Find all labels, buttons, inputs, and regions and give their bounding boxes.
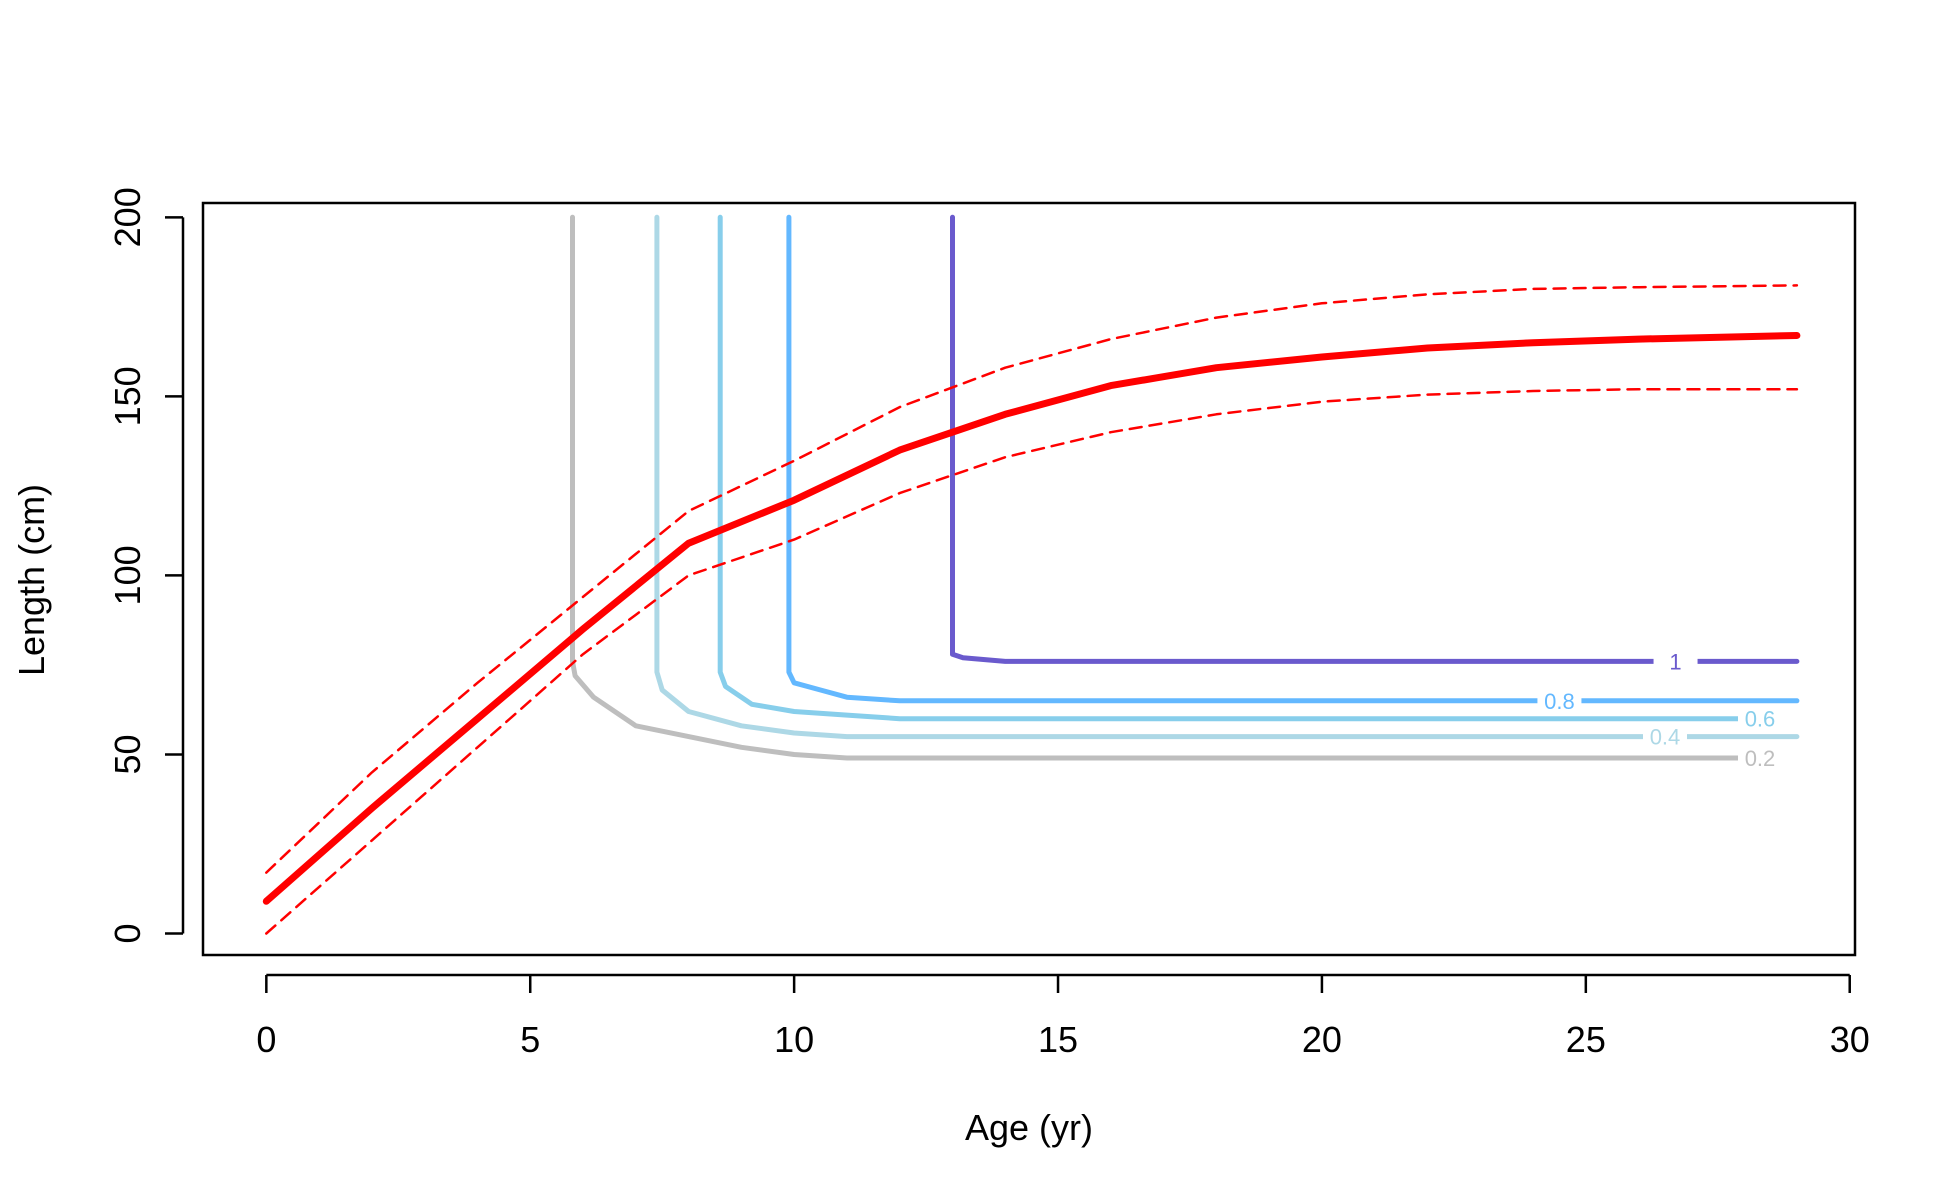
y-axis-title: Length (cm) (11, 484, 52, 676)
x-tick-label: 0 (256, 1019, 276, 1060)
x-tick-label: 10 (774, 1019, 814, 1060)
contour-label: 0.4 (1650, 725, 1681, 750)
contour-label: 0.8 (1544, 689, 1575, 714)
contour-line-0-2 (573, 217, 1745, 758)
contour-label: 0.6 (1745, 707, 1776, 732)
contour-line-0-8 (789, 217, 1797, 701)
y-tick-label: 50 (107, 734, 148, 774)
y-tick-label: 100 (107, 545, 148, 605)
y-tick-label: 200 (107, 187, 148, 247)
mean-growth-line (266, 336, 1797, 902)
axes: 0 5 10 15 20 25 30 0 50 100 150 200 (107, 187, 1870, 1060)
growth-curves (266, 285, 1797, 933)
plot-frame (203, 203, 1855, 955)
upper-bound-line (266, 285, 1797, 872)
contour-lines: 0.2 0.4 0.6 0.8 1 (573, 217, 1797, 772)
x-tick-label: 5 (520, 1019, 540, 1060)
chart: 0 5 10 15 20 25 30 0 50 100 150 200 0.2 0.4 0.6 0.8 1 A… (0, 0, 1950, 1200)
contour-label: 0.2 (1745, 746, 1776, 771)
contour-label: 1 (1669, 649, 1681, 674)
x-tick-label: 15 (1038, 1019, 1078, 1060)
contour-line-0-4 (657, 217, 1797, 736)
contour-line-0-6 (720, 217, 1744, 718)
x-tick-label: 25 (1566, 1019, 1606, 1060)
x-tick-label: 30 (1830, 1019, 1870, 1060)
x-tick-label: 20 (1302, 1019, 1342, 1060)
y-tick-label: 0 (107, 923, 148, 943)
y-tick-label: 150 (107, 366, 148, 426)
x-axis-title: Age (yr) (965, 1107, 1093, 1148)
